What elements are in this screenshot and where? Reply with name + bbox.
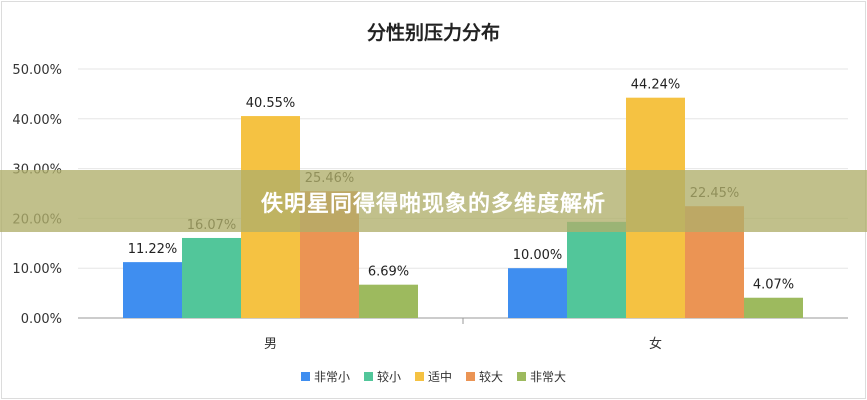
legend-label: 非常小 <box>313 370 350 384</box>
legend: 非常小 较小 适中 较大 非常大 <box>0 368 867 385</box>
legend-swatch <box>466 372 475 381</box>
banner-text: 佚明星同得得啪现象的多维度解析 <box>260 192 606 217</box>
legend-item: 较小 <box>363 368 401 385</box>
x-tick-label: 女 <box>649 336 662 352</box>
legend-item: 非常小 <box>300 368 350 385</box>
legend-swatch <box>300 372 310 381</box>
bar-较小 <box>567 221 626 318</box>
y-tick-label: 50.00% <box>12 63 62 78</box>
legend-item: 较大 <box>466 368 503 385</box>
y-tick-label: 10.00% <box>12 262 62 277</box>
bar-非常大 <box>359 284 418 318</box>
overlay-banner <box>0 170 867 232</box>
legend-item: 非常大 <box>517 368 566 385</box>
legend-item: 适中 <box>414 368 452 385</box>
data-label: 10.00% <box>513 248 563 263</box>
legend-swatch <box>414 372 424 381</box>
data-label: 6.69% <box>368 265 409 280</box>
legend-label: 较大 <box>479 370 504 384</box>
legend-label: 非常大 <box>530 370 567 384</box>
legend-label: 较小 <box>376 370 401 384</box>
bar-非常小 <box>508 268 567 318</box>
data-label: 44.24% <box>631 78 681 93</box>
legend-swatch <box>517 372 527 381</box>
legend-swatch <box>363 372 373 381</box>
chart-title: 分性别压力分布 <box>366 22 500 44</box>
y-tick-label: 0.00% <box>21 312 62 327</box>
x-tick-label: 男 <box>264 337 277 352</box>
data-label: 40.55% <box>246 96 296 111</box>
data-label: 4.07% <box>753 278 794 293</box>
data-label: 11.22% <box>128 242 178 257</box>
legend-label: 适中 <box>427 370 452 384</box>
bar-非常大 <box>744 297 803 318</box>
y-tick-label: 40.00% <box>12 113 62 128</box>
bar-非常小 <box>123 262 182 318</box>
bar-较小 <box>182 237 241 318</box>
